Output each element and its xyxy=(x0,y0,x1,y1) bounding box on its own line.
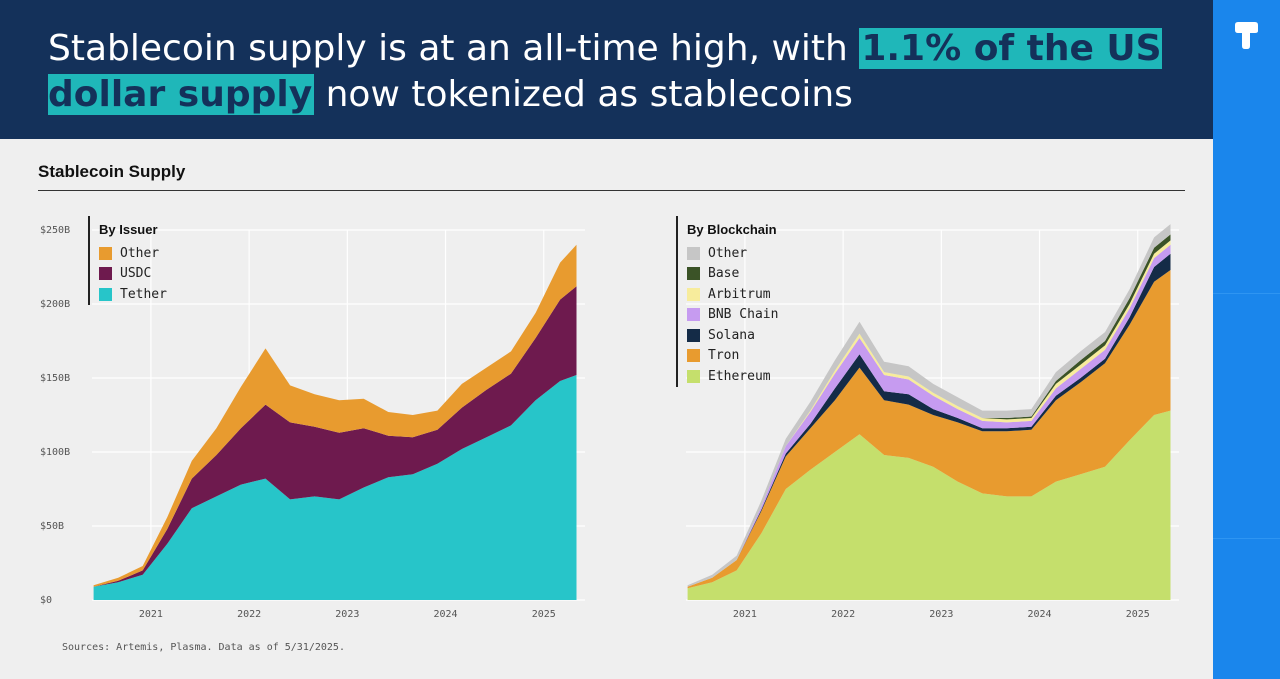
legend-label: Tron xyxy=(708,348,740,364)
y-tick-label: $250B xyxy=(40,225,70,236)
legend-item: Tether xyxy=(99,284,167,305)
y-tick-label: $150B xyxy=(40,373,70,384)
x-tick-label: 2021 xyxy=(733,609,757,620)
legend-swatch xyxy=(687,308,700,322)
header-banner: Stablecoin supply is at an all-time high… xyxy=(0,0,1213,139)
chart-by-issuer: 2021 2022 2023 2024 2025 $0 $50B $100B $150B $200… xyxy=(40,225,585,620)
legend-item: USDC xyxy=(99,264,167,285)
legend-item: Ethereum xyxy=(687,366,778,387)
legend-item: BNB Chain xyxy=(687,305,778,326)
headline-text-end: now tokenized as stablecoins xyxy=(314,74,853,115)
section-divider xyxy=(38,190,1185,191)
x-tick-label: 2022 xyxy=(237,609,261,620)
y-tick-label: $0 xyxy=(40,595,52,606)
legend-swatch xyxy=(687,369,700,383)
y-tick-label: $200B xyxy=(40,299,70,310)
brand-logo-icon[interactable] xyxy=(1233,20,1259,50)
x-tick-label: 2025 xyxy=(1126,609,1150,620)
area-series-tether xyxy=(93,375,577,600)
legend-label: Solana xyxy=(708,327,755,343)
legend-title: By Issuer xyxy=(99,222,158,237)
x-tick-label: 2022 xyxy=(831,609,855,620)
legend-swatch xyxy=(687,246,700,260)
legend-item: Base xyxy=(687,264,778,285)
legend-title: By Blockchain xyxy=(687,222,777,237)
y-tick-label: $100B xyxy=(40,447,70,458)
legend-swatch xyxy=(99,287,112,301)
legend-swatch xyxy=(687,287,700,301)
chart-by-blockchain: 2021 2022 2023 2024 2025 xyxy=(686,224,1179,620)
x-tick-label: 2025 xyxy=(532,609,556,620)
legend-item: Other xyxy=(687,243,778,264)
area-series-usdc xyxy=(93,286,577,587)
x-tick-label: 2023 xyxy=(929,609,953,620)
page-title: Stablecoin supply is at an all-time high… xyxy=(48,26,1168,118)
x-tick-label: 2024 xyxy=(433,609,457,620)
area-series-tron xyxy=(687,270,1171,589)
legend-item: Solana xyxy=(687,325,778,346)
legend-swatch xyxy=(99,267,112,281)
legend-by-blockchain: By Blockchain Other Base Arbitrum BNB Chain… xyxy=(676,216,778,387)
legend-label: USDC xyxy=(120,266,152,282)
right-sidebar xyxy=(1213,0,1280,679)
area-series-other xyxy=(93,244,577,587)
x-tick-label: 2023 xyxy=(335,609,359,620)
legend-item: Arbitrum xyxy=(687,284,778,305)
y-tick-label: $50B xyxy=(40,521,64,532)
legend-swatch xyxy=(687,328,700,342)
legend-label: Other xyxy=(708,245,748,261)
legend-label: Arbitrum xyxy=(708,286,771,302)
charts-canvas: 2021 2022 2023 2024 2025 $0 $50B $100B $150B $200… xyxy=(40,224,1179,620)
headline-text-start: Stablecoin supply is at an all-time high… xyxy=(48,28,860,69)
legend-item: Tron xyxy=(687,346,778,367)
legend-label: Tether xyxy=(120,286,167,302)
legend-label: Other xyxy=(120,245,160,261)
legend-label: Base xyxy=(708,266,740,282)
legend-swatch xyxy=(687,267,700,281)
source-note: Sources: Artemis, Plasma. Data as of 5/3… xyxy=(62,642,345,653)
legend-swatch xyxy=(99,246,112,260)
legend-swatch xyxy=(687,349,700,363)
legend-label: Ethereum xyxy=(708,368,771,384)
legend-item: Other xyxy=(99,243,167,264)
legend-label: BNB Chain xyxy=(708,307,779,323)
x-tick-label: 2024 xyxy=(1027,609,1051,620)
legend-by-issuer: By Issuer Other USDC Tether xyxy=(88,216,167,305)
x-tick-label: 2021 xyxy=(139,609,163,620)
section-title: Stablecoin Supply xyxy=(38,162,186,181)
area-series-ethereum xyxy=(687,410,1171,600)
